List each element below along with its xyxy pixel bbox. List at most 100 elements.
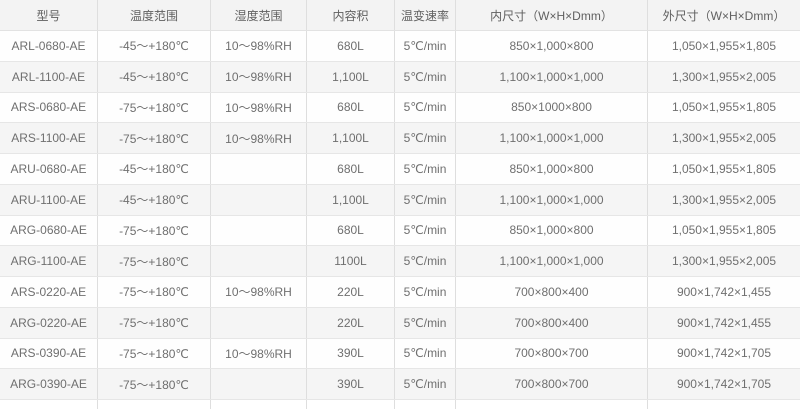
column-header-outer-dimensions: 外尺寸（W×H×Dmm） (647, 0, 800, 30)
table-cell: ARU-1100-AE (10, 192, 87, 207)
table-row: ARL-1100-AE -45～+180℃ 10～98%RH 1,100L 5℃/min… (0, 61, 800, 93)
table-cell: 680L (306, 31, 394, 61)
table-cell: 5℃/min (394, 246, 455, 276)
table-row: ARU-0680-AE -45～+180℃ 680L 5℃/min 850×1,000×… (0, 154, 800, 185)
table-cell: 1,100L (306, 184, 394, 215)
table-cell: 1,100×1,000×1,000 (455, 123, 647, 153)
column-header-humidity-range: 湿度范围 (210, 0, 306, 30)
table-row: ARG-0680-AE -75～+180℃ 680L 5℃/min 850×1,000×… (0, 215, 800, 247)
table-cell (97, 400, 210, 409)
table-header-row: 型号 温度范围 湿度范围 内容积 温变速率 内尺寸（W×H×Dmm） 外尺寸（W… (0, 0, 800, 31)
table-cell (455, 400, 647, 409)
table-cell: -45～+180℃ (97, 154, 210, 184)
table-cell: -75～+180℃ (97, 123, 210, 153)
table-cell: 700×800×700 (455, 369, 647, 399)
table-row: ARG-1100-AE -75～+180℃ 1100L 5℃/min 1,100×1,0… (0, 246, 800, 277)
column-header-temp-range: 温度范围 (97, 0, 210, 30)
table-cell (210, 400, 306, 409)
table-cell: ARS-0220-AE (10, 284, 87, 299)
column-header-inner-dimensions: 内尺寸（W×H×Dmm） (455, 0, 647, 30)
table-cell: ARL-1100-AE (11, 69, 86, 84)
table-cell: 1,100×1,000×1,000 (455, 61, 647, 92)
table-cell: 5℃/min (394, 61, 455, 92)
table-cell: ARG-0220-AE (10, 315, 87, 330)
table-cell: ARS-0680-AE (10, 100, 87, 115)
table-cell (210, 307, 306, 338)
table-cell: 1,300×1,955×2,005 (647, 61, 800, 92)
table-cell: 850×1,000×800 (455, 215, 647, 246)
table-cell: -75～+180℃ (97, 215, 210, 246)
table-cell: -75～+180℃ (97, 307, 210, 338)
table-cell: 10～98%RH (210, 123, 306, 153)
table-cell: 680L (306, 92, 394, 123)
table-row: ARS-1100-AE -75～+180℃ 10～98%RH 1,100L 5℃/min… (0, 123, 800, 154)
table-cell: 1,100L (306, 123, 394, 153)
table-cell: 700×800×700 (455, 338, 647, 369)
table-cell (210, 369, 306, 399)
table-cell: -45～+180℃ (97, 184, 210, 215)
table-cell: 5℃/min (394, 184, 455, 215)
table-cell: 700×800×400 (455, 307, 647, 338)
table-row: ARG-0220-AE -75～+180℃ 220L 5℃/min 700×800×40… (0, 307, 800, 339)
table-cell: 10～98%RH (210, 31, 306, 61)
table-cell: 700×800×400 (455, 277, 647, 307)
table-cell: 900×1,742×1,705 (647, 338, 800, 369)
table-cell: 1100L (306, 246, 394, 276)
table-cell: ARU-0680-AE (10, 161, 87, 176)
table-cell: 1,100×1,000×1,000 (455, 246, 647, 276)
table-cell: 1,050×1,955×1,805 (647, 92, 800, 123)
table-cell (647, 400, 800, 409)
table-cell: 10～98%RH (210, 277, 306, 307)
table-cell: 1,300×1,955×2,005 (647, 123, 800, 153)
table-cell: 5℃/min (394, 307, 455, 338)
table-cell: ARS-1100-AE (11, 131, 86, 146)
table-cell: 680L (306, 154, 394, 184)
table-cell (0, 400, 97, 409)
table-cell: 850×1000×800 (455, 92, 647, 123)
table-cell: ARG-0680-AE (10, 223, 87, 238)
table-row: ARL-0680-AE -45～+180℃ 10～98%RH 680L 5℃/min 85… (0, 31, 800, 62)
table-cell: -75～+180℃ (97, 246, 210, 276)
table-cell (394, 400, 455, 409)
table-cell: -45～+180℃ (97, 61, 210, 92)
table-cell: 220L (306, 307, 394, 338)
table-cell (306, 400, 394, 409)
table-cell: 220L (306, 277, 394, 307)
table-cell: 5℃/min (394, 369, 455, 399)
table-cell: 5℃/min (394, 154, 455, 184)
table-cell: 5℃/min (394, 92, 455, 123)
table-cell: 680L (306, 215, 394, 246)
table-cell: -75～+180℃ (97, 92, 210, 123)
table-cell: 5℃/min (394, 277, 455, 307)
table-cell: 1,300×1,955×2,005 (647, 246, 800, 276)
table-cell: ARL-0680-AE (11, 38, 86, 53)
table-cell (210, 246, 306, 276)
column-header-temp-change-rate: 温变速率 (394, 0, 455, 30)
column-header-volume: 内容积 (306, 0, 394, 30)
table-cell: ARG-0390-AE (10, 377, 87, 392)
table-cell: 5℃/min (394, 31, 455, 61)
table-cell (210, 215, 306, 246)
table-cell: 900×1,742×1,455 (647, 277, 800, 307)
table-cell: 1,300×1,955×2,005 (647, 184, 800, 215)
table-cell: ARS-0390-AE (10, 346, 87, 361)
table-cell: 1,100L (306, 61, 394, 92)
table-cell: ARG-1100-AE (10, 254, 87, 269)
table-cell (210, 184, 306, 215)
table-row: ARS-0220-AE -75～+180℃ 10～98%RH 220L 5℃/min 70… (0, 277, 800, 308)
table-body: ARL-0680-AE -45～+180℃ 10～98%RH 680L 5℃/min 85… (0, 31, 800, 400)
table-cell: 850×1,000×800 (455, 31, 647, 61)
table-cell: 10～98%RH (210, 61, 306, 92)
table-cell: 1,050×1,955×1,805 (647, 215, 800, 246)
table-cell: -45～+180℃ (97, 31, 210, 61)
table-cell: 5℃/min (394, 338, 455, 369)
table-row: ARU-1100-AE -45～+180℃ 1,100L 5℃/min 1,100×1,… (0, 184, 800, 216)
table-cell (210, 154, 306, 184)
table-cell: 900×1,742×1,705 (647, 369, 800, 399)
table-cell: 5℃/min (394, 215, 455, 246)
table-cell: 10～98%RH (210, 92, 306, 123)
table-cell: 900×1,742×1,455 (647, 307, 800, 338)
table-row: ARS-0390-AE -75～+180℃ 10～98%RH 390L 5℃/min 70… (0, 338, 800, 370)
table-row: ARG-0390-AE -75～+180℃ 390L 5℃/min 700×800×70… (0, 369, 800, 400)
